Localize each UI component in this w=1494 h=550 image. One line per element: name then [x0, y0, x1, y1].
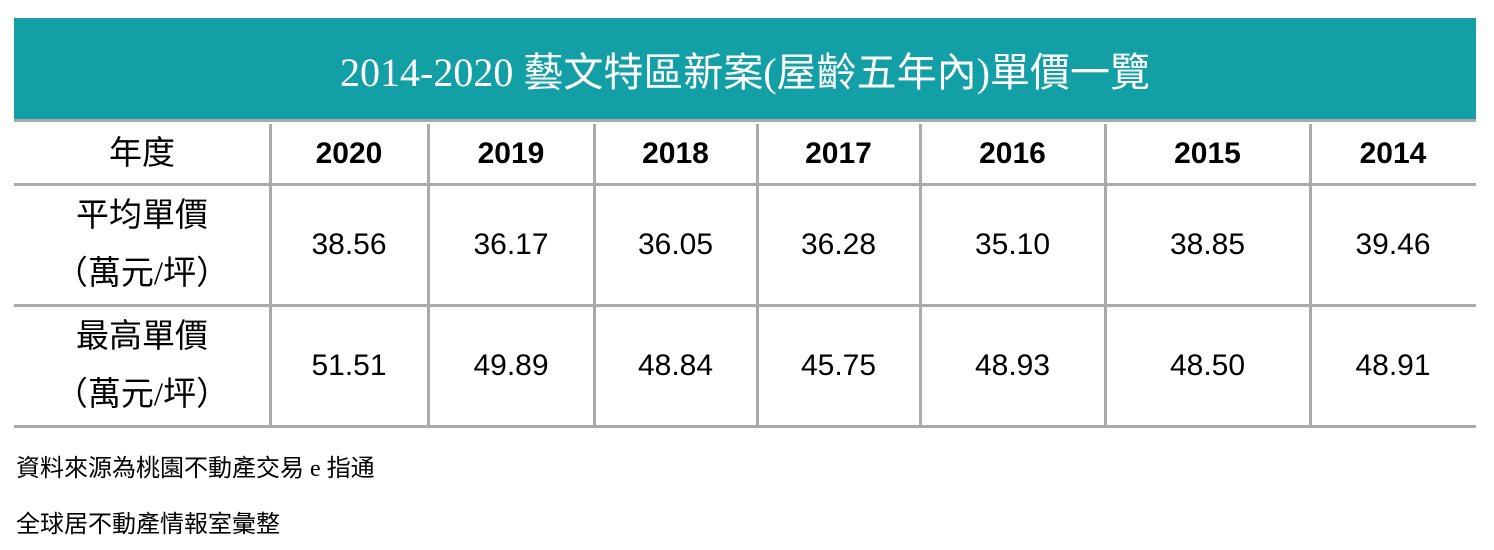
- col-border: [592, 124, 596, 426]
- value-cell: 38.85: [1169, 227, 1246, 261]
- col-border: [268, 124, 272, 426]
- value-cell: 39.46: [1355, 227, 1431, 261]
- header-cell: 2019: [477, 137, 545, 170]
- value-cell: 36.05: [637, 227, 714, 261]
- header-cell: 2015: [1174, 137, 1241, 170]
- header-cell: 2018: [642, 137, 709, 170]
- col-border: [755, 124, 759, 426]
- header-cell: 2020: [315, 137, 383, 170]
- row-label: 最高單價 （萬元/坪）: [14, 305, 270, 426]
- row-label-line: 最高單價: [76, 318, 208, 355]
- value-cell: 49.89: [473, 348, 549, 382]
- value-cell: 45.75: [800, 348, 877, 382]
- value-cell: 36.17: [473, 227, 549, 261]
- credit-note: 全球居不動產情報室彙整: [16, 512, 280, 538]
- row-label: 平均單價 （萬元/坪）: [14, 184, 270, 305]
- header-cell: 2014: [1359, 137, 1427, 170]
- row-border: [14, 303, 1476, 307]
- value-cell: 51.51: [311, 348, 387, 382]
- value-cell: 48.50: [1169, 348, 1246, 382]
- value-cell: 36.28: [800, 227, 877, 261]
- source-note: 資料來源為桃園不動產交易 e 指通: [16, 456, 375, 482]
- row-label-line: （萬元/坪）: [54, 376, 230, 413]
- row-border: [14, 424, 1476, 428]
- header-cell: 2016: [979, 137, 1046, 170]
- col-border: [1308, 124, 1312, 426]
- col-border: [426, 124, 430, 426]
- value-cell: 48.91: [1355, 348, 1431, 382]
- header-cell: 2017: [805, 137, 872, 170]
- header-cell: 年度: [109, 136, 175, 172]
- value-cell: 48.93: [974, 348, 1051, 382]
- row-border: [14, 182, 1476, 186]
- row-label-line: 平均單價: [76, 197, 208, 234]
- value-cell: 38.56: [311, 227, 387, 261]
- table-title: 2014-2020 藝文特區新案(屋齡五年內)單價一覽: [14, 18, 1476, 122]
- row-label-line: （萬元/坪）: [54, 255, 230, 292]
- value-cell: 35.10: [974, 227, 1051, 261]
- value-cell: 48.84: [637, 348, 714, 382]
- col-border: [918, 124, 922, 426]
- col-border: [1103, 124, 1107, 426]
